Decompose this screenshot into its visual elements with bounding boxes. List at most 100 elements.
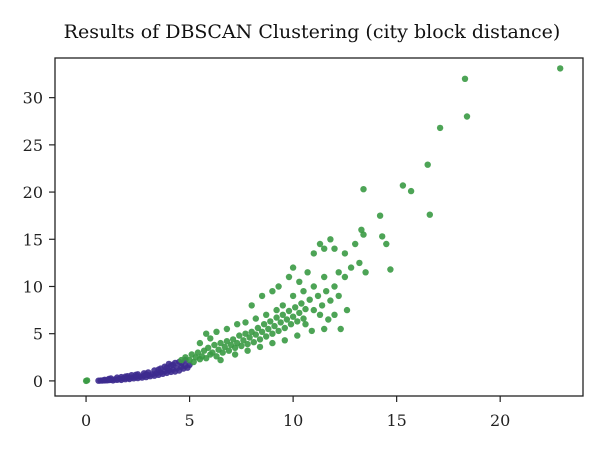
cluster_2-point — [383, 240, 390, 248]
y-tick-label: 30 — [23, 89, 43, 108]
cluster_2-point — [213, 328, 220, 335]
x-tick-label: 20 — [490, 411, 510, 430]
cluster_2-point — [331, 245, 338, 252]
cluster_2-point — [358, 226, 365, 233]
x-tick-label: 0 — [81, 411, 91, 430]
cluster_2-point — [306, 296, 313, 303]
cluster_2-point — [281, 324, 288, 332]
cluster_2-point — [463, 113, 471, 120]
cluster_2-point — [242, 319, 249, 326]
cluster_1-point — [163, 364, 170, 371]
cluster_2-point — [321, 325, 328, 333]
cluster_2-point — [347, 264, 355, 271]
cluster_2-point — [321, 245, 328, 252]
x-axis: 0 5 10 15 20 — [81, 396, 510, 430]
cluster_2-point — [285, 273, 293, 281]
cluster_2-point — [461, 75, 469, 83]
cluster_2-point — [325, 316, 332, 323]
cluster_2-point — [256, 343, 264, 351]
cluster_2-point — [387, 266, 394, 273]
cluster_2-point — [194, 349, 202, 356]
cluster_2-point — [308, 327, 315, 335]
cluster_2-point — [341, 273, 349, 281]
cluster_2-point — [217, 339, 224, 347]
cluster_2-point — [310, 306, 317, 314]
cluster_2-point — [337, 325, 344, 333]
cluster_2-point — [296, 278, 303, 285]
cluster_1-point — [105, 375, 113, 383]
cluster_2-point — [258, 328, 266, 335]
cluster_2-point — [242, 330, 249, 337]
cluster_2-point — [223, 338, 231, 345]
cluster_2-point — [234, 321, 241, 328]
cluster_2-point — [335, 269, 342, 276]
cluster_2-point — [209, 349, 216, 356]
cluster_2-point — [277, 319, 284, 326]
cluster_2-point — [252, 315, 259, 322]
cluster_2-point — [285, 307, 293, 315]
cluster_2-point — [252, 331, 259, 338]
cluster_2-point — [223, 325, 231, 333]
cluster_2-point — [279, 311, 286, 318]
cluster_2-point — [236, 332, 243, 339]
y-tick-label: 15 — [23, 230, 43, 249]
y-tick-label: 5 — [33, 325, 43, 344]
cluster_2-point — [318, 302, 326, 309]
cluster_2-point — [323, 288, 330, 295]
cluster_2-point — [331, 283, 338, 290]
cluster_2-point — [217, 356, 224, 364]
cluster_2-point — [321, 273, 328, 281]
cluster_2-point — [207, 335, 214, 342]
plot-area-frame — [54, 57, 584, 397]
cluster_2-point — [335, 292, 342, 300]
cluster_2-point — [302, 305, 309, 313]
y-tick-label: 20 — [23, 183, 43, 202]
cluster_2-point — [360, 231, 367, 238]
cluster_2-point — [196, 339, 204, 347]
cluster_2-point — [83, 377, 91, 384]
cluster_2-point — [300, 315, 307, 322]
cluster_2-point — [289, 292, 297, 300]
cluster_2-point — [316, 240, 324, 248]
cluster_2-point — [219, 349, 226, 356]
cluster_2-point — [269, 330, 276, 337]
cluster_2-point — [298, 300, 305, 307]
y-axis: 0 5 10 15 20 25 30 — [23, 89, 55, 391]
y-tick-label: 0 — [33, 372, 43, 391]
cluster_2-point — [258, 292, 266, 300]
cluster_2-point — [244, 347, 251, 354]
cluster_2-point — [289, 264, 297, 271]
cluster_1-point — [118, 373, 125, 381]
cluster_2-point — [273, 314, 280, 321]
cluster_2-point — [287, 321, 295, 328]
cluster_2-point — [341, 250, 349, 257]
cluster_2-point — [316, 311, 324, 318]
cluster_2-point — [229, 336, 237, 343]
cluster_2-point — [240, 337, 247, 344]
cluster_2-point — [231, 351, 239, 358]
cluster_2-point — [310, 250, 317, 257]
cluster_2-point — [327, 297, 334, 304]
cluster_2-point — [426, 211, 433, 218]
cluster_2-point — [265, 325, 272, 333]
cluster_2-point — [283, 316, 291, 323]
cluster_2-point — [356, 259, 363, 267]
cluster_2-point — [399, 182, 407, 189]
cluster_2-point — [304, 269, 311, 276]
cluster_1-point — [132, 371, 139, 378]
cluster_2-point — [294, 318, 301, 325]
cluster_2-point — [205, 344, 212, 351]
cluster_2-point — [275, 283, 282, 290]
cluster_2-point — [273, 306, 280, 314]
chart-title: Results of DBSCAN Clustering (city block… — [64, 21, 561, 43]
cluster_2-point — [269, 339, 276, 347]
cluster_2-point — [267, 318, 274, 325]
cluster_2-point — [407, 187, 415, 195]
cluster_2-point — [269, 288, 276, 295]
cluster_2-point — [331, 311, 338, 318]
cluster_2-point — [213, 353, 220, 360]
cluster_2-point — [238, 342, 245, 350]
cluster_2-point — [256, 336, 264, 343]
cluster_2-point — [203, 355, 210, 362]
